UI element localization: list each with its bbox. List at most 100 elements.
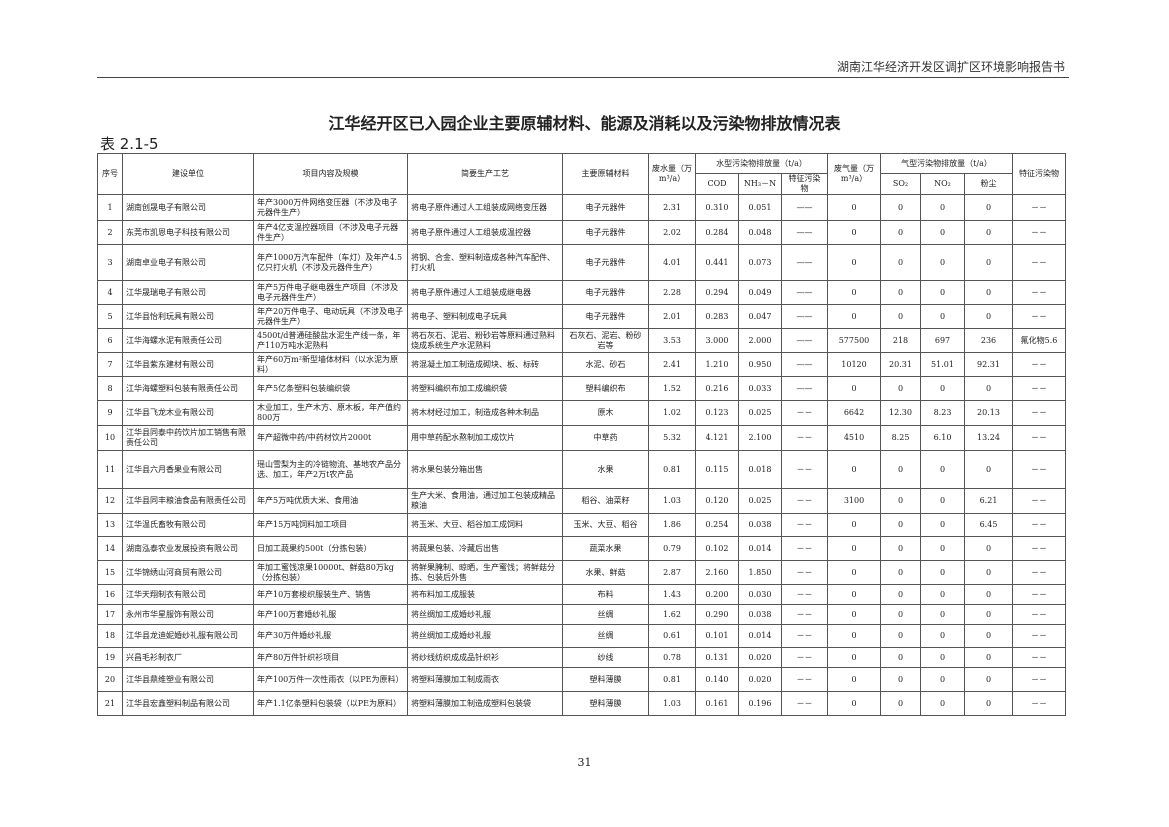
table-cell: 5 — [97, 304, 123, 329]
table-cell: 0 — [880, 536, 921, 561]
table-cell: 0 — [920, 691, 965, 716]
table-cell: 19 — [97, 647, 123, 668]
table-cell: 0 — [920, 244, 965, 281]
page-number: 31 — [577, 756, 592, 769]
table-cell: 年产60万m²新型墙体材料（以水泥为原料） — [253, 352, 408, 377]
table-cell: 0 — [920, 450, 965, 489]
table-row: 17 永州市华星服饰有限公司 年产100万套婚纱礼服 将丝绸加工成婚纱礼服 丝绸 1.62… — [97, 604, 1066, 625]
table-cell: 4510 — [827, 425, 881, 451]
table-cell: 将电子、塑料制成电子玩具 — [407, 304, 563, 329]
table-cell: 0.196 — [738, 691, 782, 716]
table-cell: 2.01 — [648, 304, 696, 329]
table-row: 9 江华县飞龙木业有限公司 木业加工，生产木方、原木板，年产值约800万 将木材经过加… — [97, 400, 1066, 426]
table-cell: 2.31 — [648, 194, 696, 221]
table-cell: 0.047 — [738, 304, 782, 329]
table-cell: 电子元器件 — [562, 280, 649, 305]
table-cell: 年产1000万汽车配件（车灯）及年产4.5亿只打火机（不涉及元器件生产） — [253, 244, 408, 281]
table-cell: 用中草药配水熬制加工成饮片 — [407, 425, 563, 451]
table-cell: 江华天翔制衣有限公司 — [122, 584, 254, 605]
table-cell: 0.038 — [738, 513, 782, 537]
table-cell: －－ — [1012, 304, 1066, 329]
table-cell: 0 — [827, 304, 881, 329]
table-row: 2 东莞市凯恩电子科技有限公司 年产4亿支温控器项目（不涉及电子元器件生产） 将电子原… — [97, 220, 1066, 245]
table-cell: 0.200 — [695, 584, 739, 605]
table-cell: 1 — [97, 194, 123, 221]
table-cell: －－ — [1012, 400, 1066, 426]
table-cell: 0 — [827, 560, 881, 585]
table-row: 11 江华县六月香果业有限公司 瑶山雪梨为主的冷链物流、基地农产品分选、加工，年产2… — [97, 450, 1066, 489]
table-cell: 湖南创晟电子有限公司 — [122, 194, 254, 221]
table-cell: 0 — [920, 604, 965, 625]
table-cell: 0.284 — [695, 220, 739, 245]
table-cell: 4.121 — [695, 425, 739, 451]
table-cell: 6 — [97, 328, 123, 353]
table-cell: 0 — [880, 280, 921, 305]
table-cell: 0.115 — [695, 450, 739, 489]
table-cell: 13.24 — [964, 425, 1013, 451]
table-cell: 蔬菜水果 — [562, 536, 649, 561]
table-cell: —— — [781, 220, 828, 245]
table-cell: 0 — [964, 280, 1013, 305]
col-project: 项目内容及规模 — [253, 153, 408, 195]
table-cell: －－ — [1012, 376, 1066, 401]
col-dust: 粉尘 — [964, 173, 1013, 195]
table-cell: 瑶山雪梨为主的冷链物流、基地农产品分选、加工，年产2万t农产品 — [253, 450, 408, 489]
table-row: 16 江华天翔制衣有限公司 年产10万套梭织服装生产、销售 将布料加工成服装 布料 1.4… — [97, 584, 1066, 605]
table-cell: 将木材经过加工，制造成各种木制品 — [407, 400, 563, 426]
table-cell: 江华海螺水泥有限责任公司 — [122, 328, 254, 353]
table-cell: 兴昌毛衫制衣厂 — [122, 647, 254, 668]
table-cell: 0.033 — [738, 376, 782, 401]
table-cell: 0 — [920, 194, 965, 221]
table-cell: 0 — [880, 450, 921, 489]
table-cell: －－ — [781, 450, 828, 489]
table-cell: －－ — [781, 691, 828, 716]
table-cell: 0 — [964, 450, 1013, 489]
table-cell: －－ — [781, 400, 828, 426]
table-cell: －－ — [781, 604, 828, 625]
table-cell: 年产30万件婚纱礼服 — [253, 624, 408, 648]
table-cell: 0.950 — [738, 352, 782, 377]
table-cell: 将电子原件通过人工组装成继电器 — [407, 280, 563, 305]
table-cell: 0.014 — [738, 624, 782, 648]
table-row: 19 兴昌毛衫制衣厂 年产80万件针织衫项目 将纱线纺织成成品针织衫 纱线 0.78 0.1… — [97, 647, 1066, 668]
table-cell: 12 — [97, 488, 123, 514]
table-cell: 0 — [920, 667, 965, 692]
table-cell: 0.025 — [738, 400, 782, 426]
table-cell: 水泥、砂石 — [562, 352, 649, 377]
table-cell: 11 — [97, 450, 123, 489]
col-waste-gas: 废气量（万m³/a） — [827, 153, 881, 195]
table-cell: 0 — [827, 450, 881, 489]
table-cell: 0 — [880, 667, 921, 692]
table-cell: 3.000 — [695, 328, 739, 353]
table-cell: 水果、鲜菇 — [562, 560, 649, 585]
table-cell: 0 — [964, 376, 1013, 401]
table-cell: 0 — [964, 194, 1013, 221]
table-row: 5 江华县怡利玩具有限公司 年产20万件电子、电动玩具（不涉及电子元器件生产） 将电子… — [97, 304, 1066, 329]
table-cell: －－ — [1012, 536, 1066, 561]
table-cell: 木业加工，生产木方、原木板，年产值约800万 — [253, 400, 408, 426]
table-cell: 4500t/d普通硅酸盐水泥生产线一条，年产110万吨水泥熟料 — [253, 328, 408, 353]
table-cell: 0.294 — [695, 280, 739, 305]
table-cell: 0.020 — [738, 647, 782, 668]
table-cell: 0 — [964, 624, 1013, 648]
table-cell: 生产大米、食用油，通过加工包装成精品粮油 — [407, 488, 563, 514]
table-cell: 0 — [827, 513, 881, 537]
table-cell: 2 — [97, 220, 123, 245]
table-row: 15 江华锦绣山河商贸有限公司 年加工蜜饯凉果10000t、鲜菇80万kg（分拣包装… — [97, 560, 1066, 585]
table-cell: 0.025 — [738, 488, 782, 514]
table-cell: 0 — [827, 376, 881, 401]
table-cell: －－ — [781, 488, 828, 514]
table-cell: 年产80万件针织衫项目 — [253, 647, 408, 668]
table-cell: 年产4亿支温控器项目（不涉及电子元器件生产） — [253, 220, 408, 245]
table-cell: 将塑料薄膜加工制造成塑料包装袋 — [407, 691, 563, 716]
table-cell: 0 — [964, 560, 1013, 585]
table-cell: 2.87 — [648, 560, 696, 585]
table-cell: 0 — [964, 304, 1013, 329]
table-row: 3 湖南卓业电子有限公司 年产1000万汽车配件（车灯）及年产4.5亿只打火机（不涉… — [97, 244, 1066, 281]
table-row: 21 江华县宏鑫塑料制品有限公司 年产1.1亿条塑料包装袋（以PE为原料） 将塑料薄膜… — [97, 691, 1066, 716]
table-cell: －－ — [1012, 220, 1066, 245]
table-cell: 将纱线纺织成成品针织衫 — [407, 647, 563, 668]
table-cell: 0.030 — [738, 584, 782, 605]
table-cell: 0.051 — [738, 194, 782, 221]
table-cell: 2.28 — [648, 280, 696, 305]
